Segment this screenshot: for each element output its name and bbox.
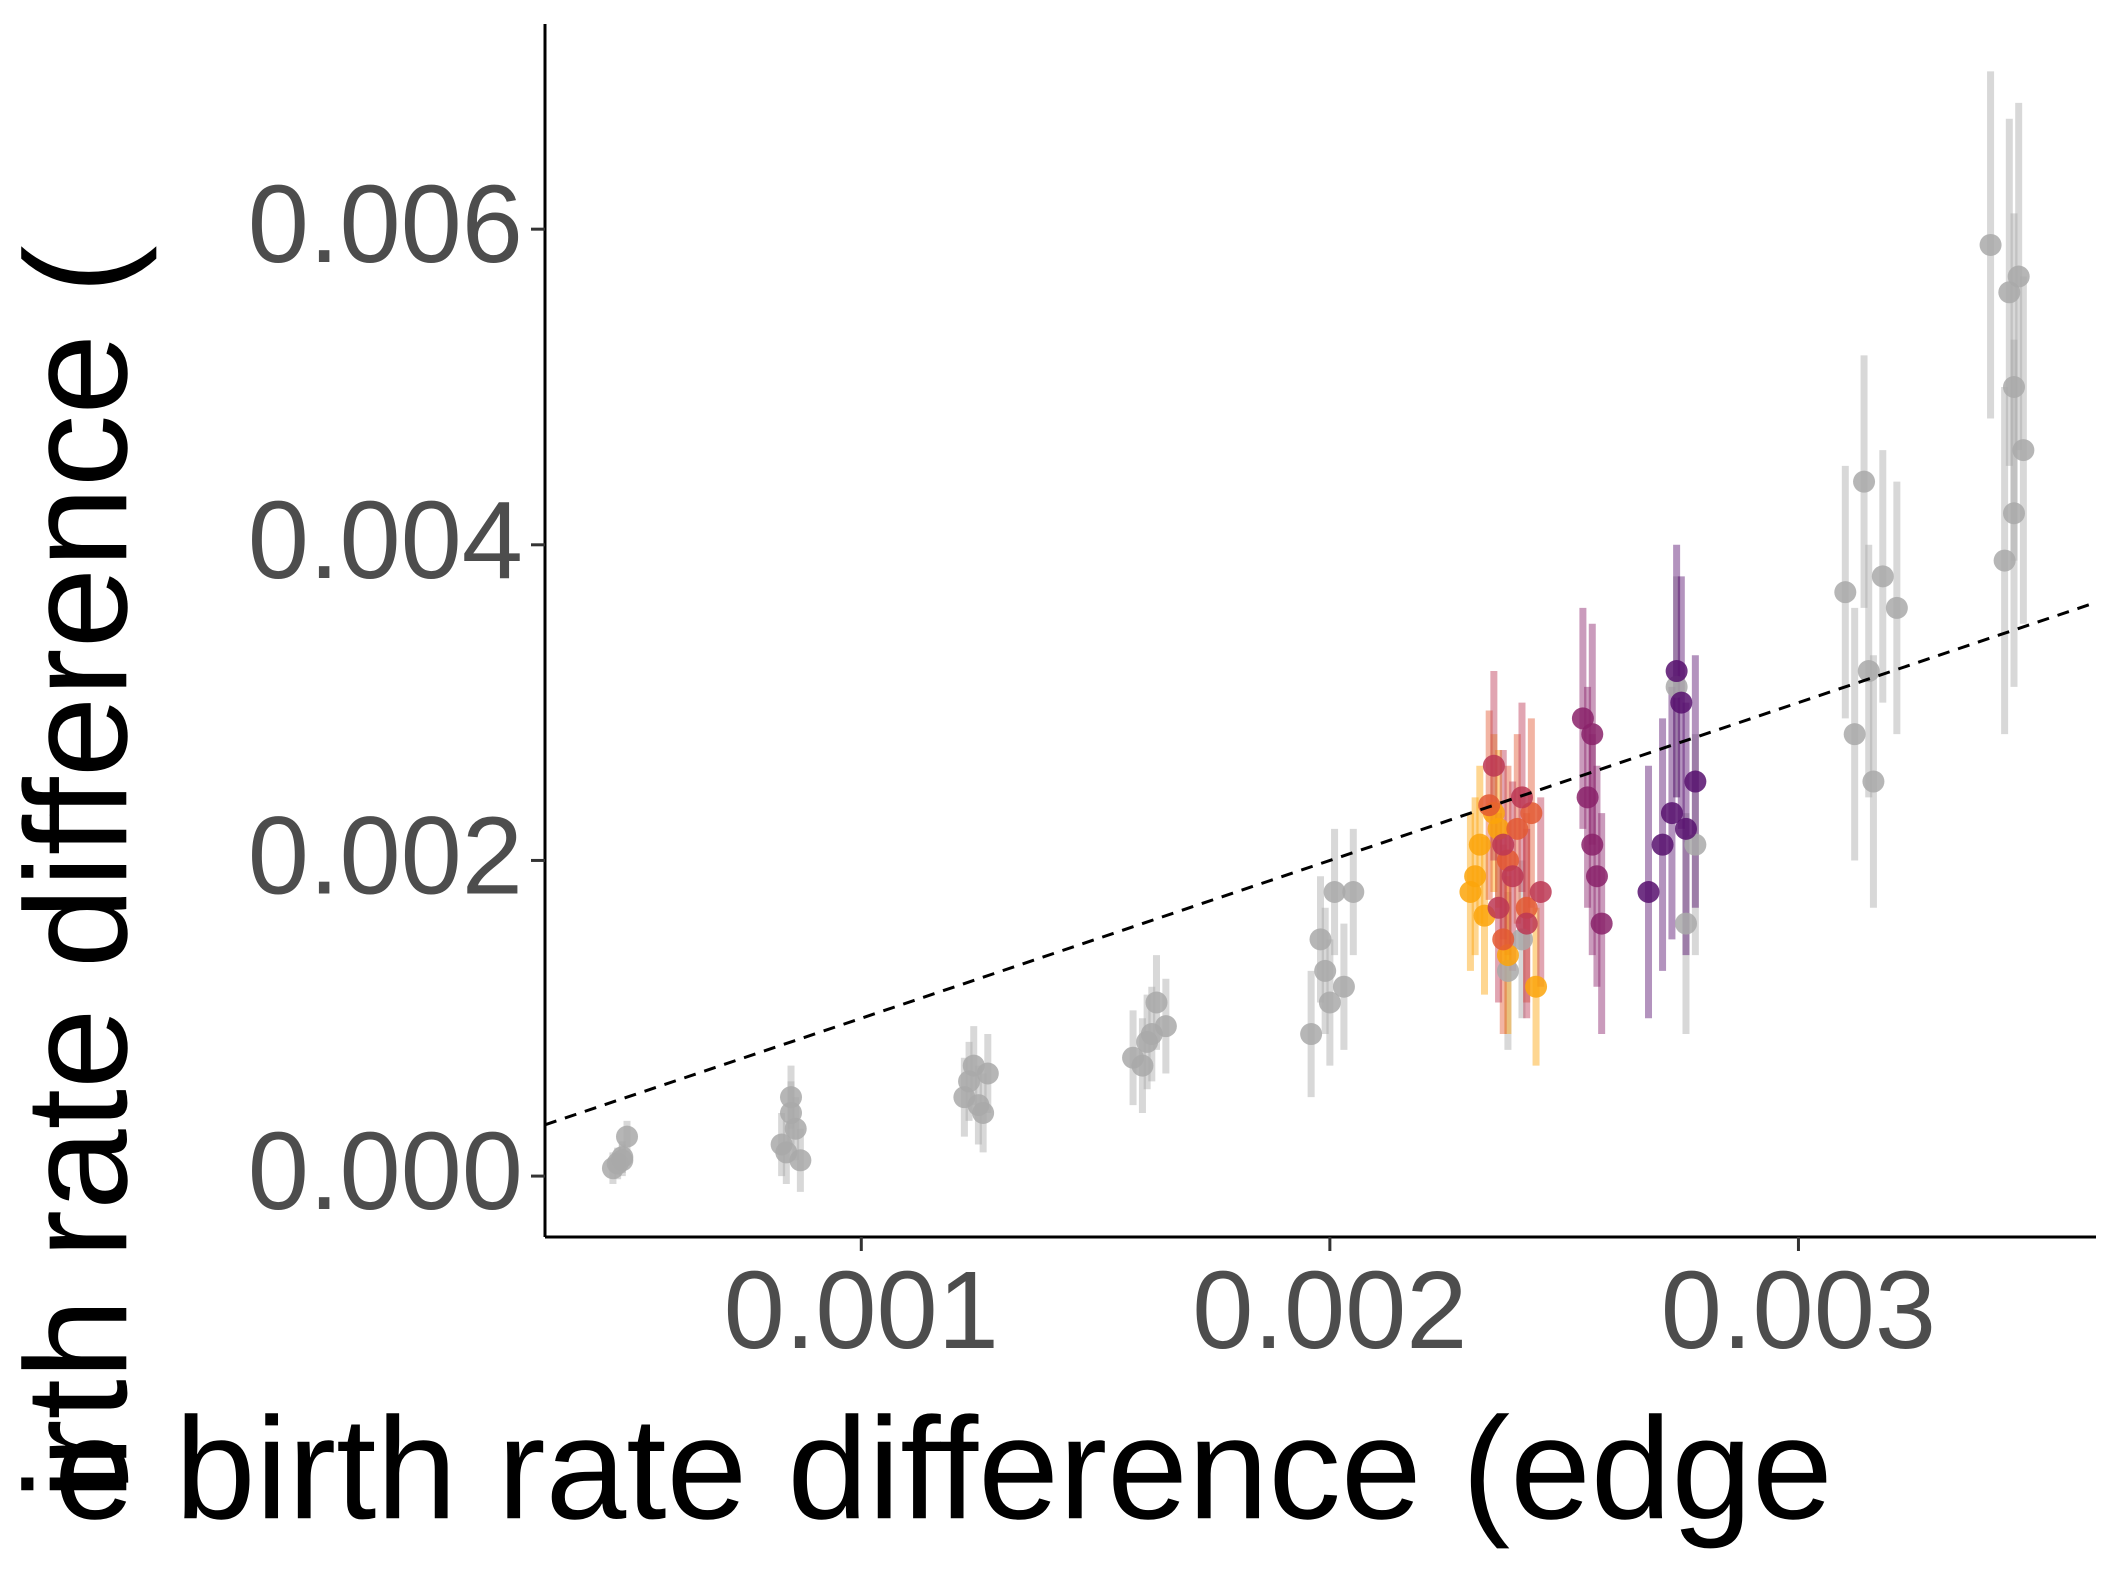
point: [972, 1101, 995, 1124]
point: [789, 1149, 812, 1172]
point: [1529, 881, 1552, 904]
point: [1834, 581, 1857, 604]
y-tick-label: 0.004: [248, 479, 523, 602]
identity-line: [544, 600, 2097, 1127]
point: [2002, 502, 2025, 525]
point: [611, 1149, 634, 1172]
y-axis-label: irth rate difference (: [0, 245, 157, 1500]
point: [1300, 1023, 1323, 1046]
point: [1581, 723, 1604, 746]
point: [2002, 375, 2025, 398]
point: [1843, 723, 1866, 746]
point: [1674, 912, 1697, 935]
point: [1145, 991, 1168, 1014]
point: [1590, 912, 1613, 935]
x-axis-label: e birth rate difference (edge: [54, 1387, 1833, 1549]
point: [1309, 928, 1332, 951]
y-tick-label: 0.002: [248, 795, 523, 918]
point: [1515, 912, 1538, 935]
point: [1581, 833, 1604, 856]
point: [1684, 770, 1707, 793]
point: [1487, 896, 1510, 919]
point: [1674, 817, 1697, 840]
point: [1501, 865, 1524, 888]
x-tick-label: 0.003: [1661, 1249, 1936, 1372]
point: [1670, 691, 1693, 714]
point: [1885, 596, 1908, 619]
point: [770, 1133, 793, 1156]
y-tick-label: 0.006: [248, 163, 523, 286]
point: [2007, 265, 2030, 288]
point: [1576, 786, 1599, 809]
y-tick-label: 0.000: [248, 1110, 523, 1233]
point: [1862, 770, 1885, 793]
point: [1853, 470, 1876, 493]
point: [1492, 833, 1515, 856]
point: [1651, 833, 1674, 856]
point: [1342, 881, 1365, 904]
point: [1637, 881, 1660, 904]
point: [1323, 881, 1346, 904]
point: [1660, 802, 1683, 825]
point: [1525, 975, 1548, 998]
point: [1464, 865, 1487, 888]
point: [1871, 565, 1894, 588]
point: [1318, 991, 1341, 1014]
point: [1314, 959, 1337, 982]
point: [1140, 1023, 1163, 1046]
point: [958, 1070, 981, 1093]
point: [1993, 549, 2016, 572]
x-tick-label: 0.002: [1192, 1249, 1467, 1372]
point: [780, 1086, 803, 1109]
point: [976, 1062, 999, 1085]
point: [1515, 896, 1538, 919]
point: [780, 1101, 803, 1124]
point: [616, 1125, 639, 1148]
point: [1492, 928, 1515, 951]
point: [1131, 1054, 1154, 1077]
point: [1979, 233, 2002, 256]
point: [1482, 754, 1505, 777]
x-tick-label: 0.001: [724, 1249, 999, 1372]
point: [1665, 660, 1688, 683]
point: [1585, 865, 1608, 888]
point: [2012, 439, 2035, 462]
point: [1857, 660, 1880, 683]
point: [1506, 817, 1529, 840]
point: [1468, 833, 1491, 856]
point: [1496, 959, 1519, 982]
point: [1332, 975, 1355, 998]
